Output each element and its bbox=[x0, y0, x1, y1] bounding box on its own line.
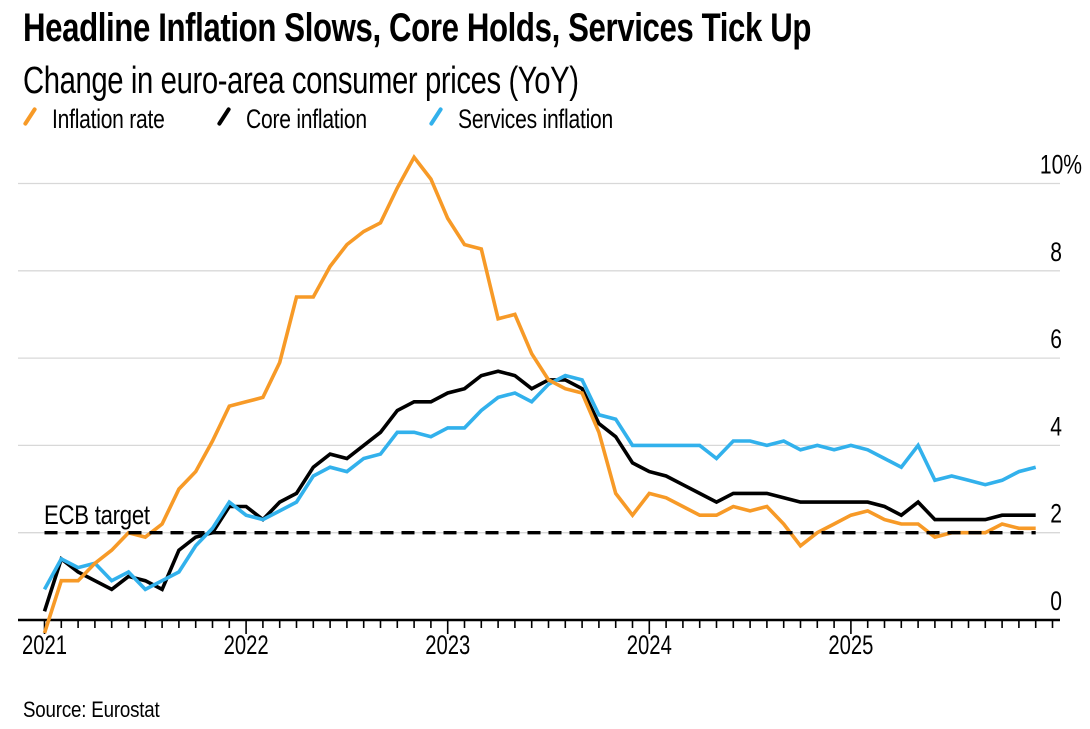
legend-label: Services inflation bbox=[458, 104, 613, 134]
series-line-inflation-rate bbox=[42, 154, 1036, 634]
y-tick-label-0: 0 bbox=[1050, 587, 1062, 617]
series-line-services-inflation bbox=[42, 373, 1037, 592]
source-note: Source: Eurostat bbox=[23, 697, 160, 722]
y-tick-label-8: 8 bbox=[1050, 237, 1062, 267]
legend: Inflation rate Core inflation Services i… bbox=[0, 102, 1090, 134]
series-line-core-inflation bbox=[42, 369, 1036, 612]
x-tick-label-2023: 2023 bbox=[425, 630, 470, 661]
ecb-target-label: ECB target bbox=[44, 500, 150, 530]
x-tick-label-2021: 2021 bbox=[22, 630, 67, 661]
y-tick-label-6: 6 bbox=[1050, 325, 1062, 355]
x-tick-label-2022: 2022 bbox=[224, 630, 269, 661]
x-tick-label-2025: 2025 bbox=[828, 630, 873, 661]
legend-label: Core inflation bbox=[246, 104, 367, 134]
y-tick-label-2: 2 bbox=[1050, 499, 1062, 529]
chart-subtitle: Change in euro-area consumer prices (YoY… bbox=[23, 60, 579, 102]
y-tick-label-4: 4 bbox=[1050, 412, 1062, 442]
chart-title: Headline Inflation Slows, Core Holds, Se… bbox=[23, 6, 812, 50]
y-tick-label-10: 10% bbox=[1040, 150, 1082, 180]
legend-label: Inflation rate bbox=[52, 104, 165, 134]
x-tick-label-2024: 2024 bbox=[627, 630, 672, 661]
